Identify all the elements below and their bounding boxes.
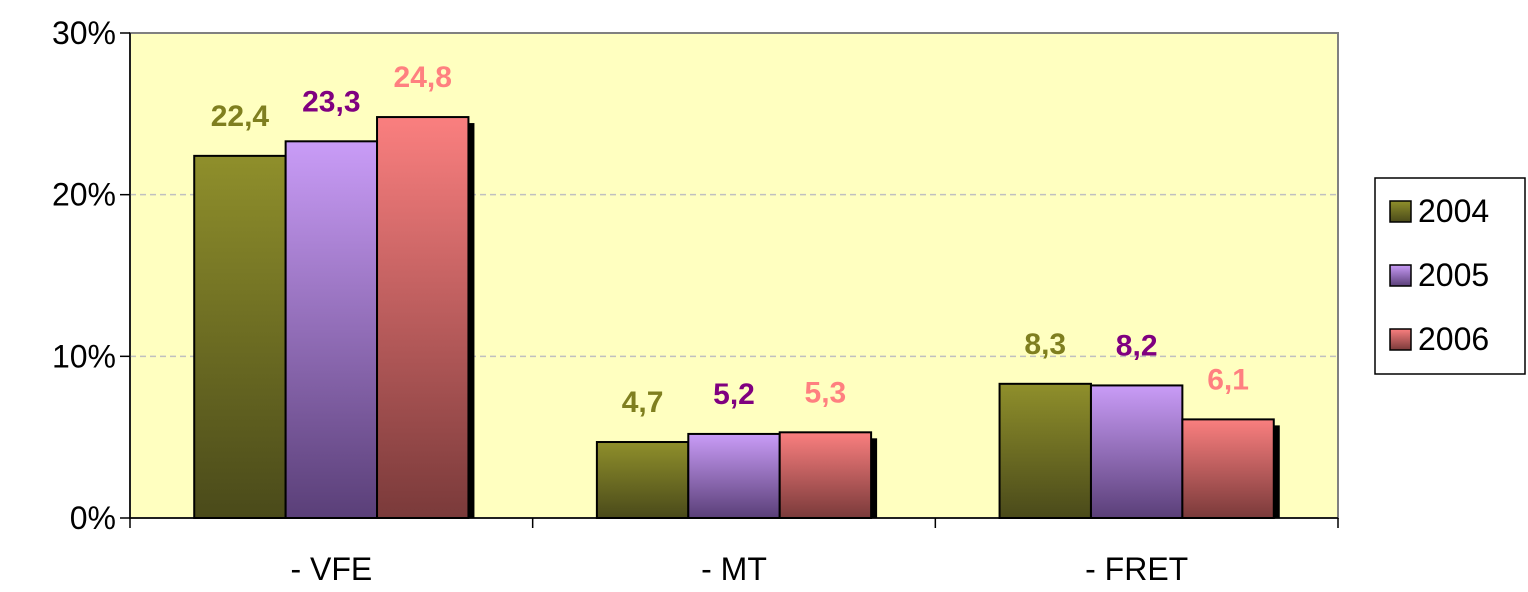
axes-group: [120, 32, 1339, 528]
data-label: 4,7: [622, 386, 664, 419]
data-label: 5,3: [805, 376, 847, 409]
data-labels: 22,4 23,3 24,8 4,7 5,2 5,3 8,3 8,2 6,1: [211, 61, 1249, 419]
legend: 2004 2005 2006: [1374, 177, 1526, 375]
bars-group: [193, 116, 1280, 520]
category-label: - VFE: [290, 551, 372, 587]
legend-label: 2005: [1418, 257, 1489, 293]
y-tick-label: 20%: [52, 177, 116, 213]
legend-label: 2006: [1418, 321, 1489, 357]
legend-swatch: [1389, 328, 1412, 351]
data-label: 24,8: [394, 61, 452, 94]
legend-label: 2004: [1418, 193, 1489, 229]
bar: [1181, 418, 1275, 519]
data-label: 8,3: [1024, 328, 1066, 361]
bar: [687, 432, 781, 519]
y-tick-label: 0%: [70, 500, 116, 536]
bar: [193, 154, 287, 519]
data-label: 8,2: [1116, 329, 1158, 362]
data-label: 23,3: [302, 85, 360, 118]
bar: [376, 116, 470, 519]
y-tick-labels: 0% 10% 20% 30%: [52, 15, 116, 536]
bar: [778, 431, 873, 520]
legend-swatch: [1389, 264, 1412, 287]
bar: [595, 441, 690, 519]
data-label: 5,2: [713, 378, 755, 411]
data-label: 6,1: [1207, 363, 1249, 396]
bar: [998, 382, 1092, 520]
category-label: - FRET: [1085, 551, 1188, 587]
category-labels: - VFE - MT - FRET: [290, 551, 1188, 587]
bar: [1089, 384, 1184, 519]
category-label: - MT: [701, 551, 767, 587]
y-tick-label: 10%: [52, 338, 116, 374]
y-tick-label: 30%: [52, 15, 116, 51]
data-label: 22,4: [211, 100, 270, 133]
bar: [284, 140, 379, 519]
legend-swatch: [1389, 200, 1412, 223]
